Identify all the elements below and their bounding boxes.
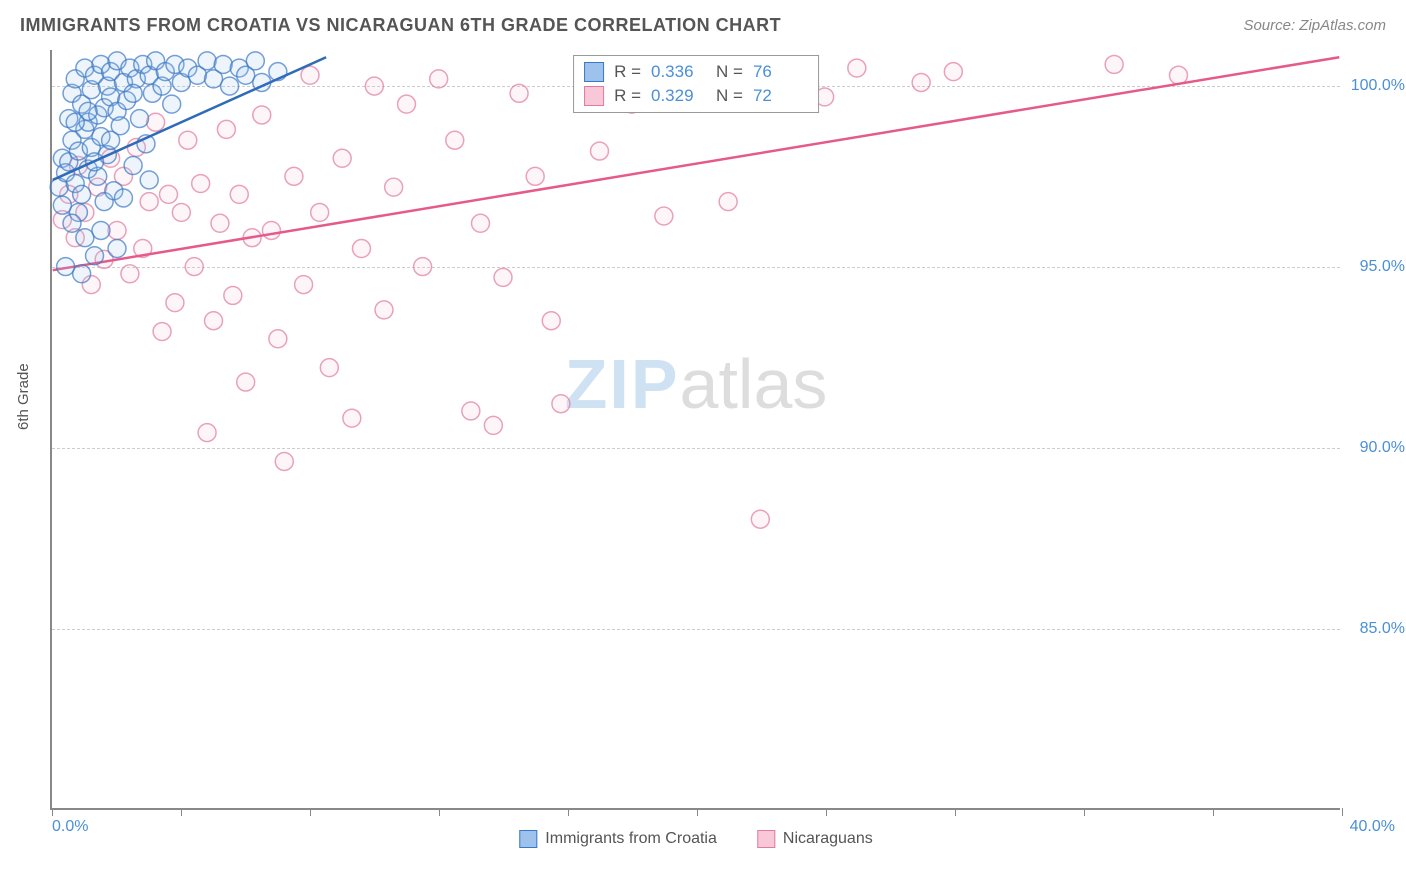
legend-item-croatia: Immigrants from Croatia <box>519 830 717 848</box>
source-attribution: Source: ZipAtlas.com <box>1243 17 1386 34</box>
legend-label-nicaragua: Nicaraguans <box>783 830 873 848</box>
stats-r-label: R = <box>614 62 641 82</box>
stats-swatch-nicaragua <box>584 86 604 106</box>
stats-row-nicaragua: R = 0.329 N = 72 <box>584 84 808 108</box>
stats-row-croatia: R = 0.336 N = 76 <box>584 60 808 84</box>
y-tick-label: 85.0% <box>1360 620 1405 638</box>
legend: Immigrants from Croatia Nicaraguans <box>519 830 872 848</box>
stats-n-label: N = <box>716 62 743 82</box>
y-axis-label: 6th Grade <box>15 363 32 430</box>
correlation-stats-box: R = 0.336 N = 76 R = 0.329 N = 72 <box>573 55 819 113</box>
legend-label-croatia: Immigrants from Croatia <box>545 830 717 848</box>
scatter-plot <box>52 50 1340 808</box>
stats-n-label: N = <box>716 86 743 106</box>
stats-r-value-a: 0.336 <box>651 62 706 82</box>
chart-title: IMMIGRANTS FROM CROATIA VS NICARAGUAN 6T… <box>20 15 781 36</box>
x-max-label: 40.0% <box>1350 818 1395 836</box>
y-tick-label: 95.0% <box>1360 258 1405 276</box>
chart-plot-area: ZIPatlas 85.0%90.0%95.0%100.0% R = 0.336… <box>50 50 1340 810</box>
legend-item-nicaragua: Nicaraguans <box>757 830 873 848</box>
x-min-label: 0.0% <box>52 818 88 836</box>
stats-n-value-a: 76 <box>753 62 808 82</box>
y-tick-label: 100.0% <box>1351 77 1405 95</box>
stats-swatch-croatia <box>584 62 604 82</box>
stats-r-label: R = <box>614 86 641 106</box>
legend-swatch-croatia <box>519 830 537 848</box>
stats-n-value-b: 72 <box>753 86 808 106</box>
stats-r-value-b: 0.329 <box>651 86 706 106</box>
legend-swatch-nicaragua <box>757 830 775 848</box>
y-tick-label: 90.0% <box>1360 439 1405 457</box>
